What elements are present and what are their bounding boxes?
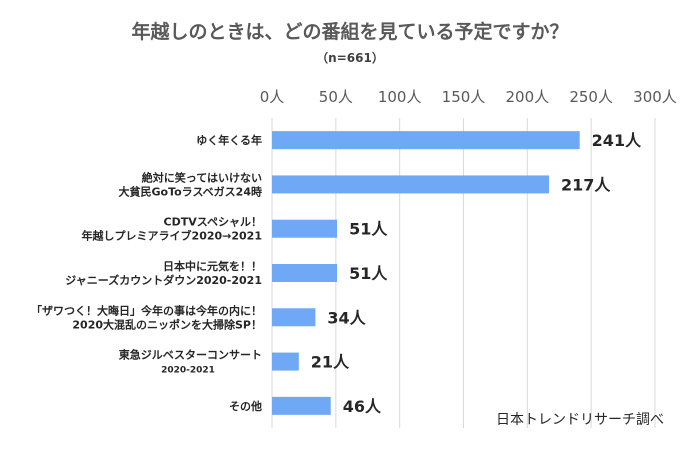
value-labels: 241人 217人 51人 51人 34人 21人 46人 <box>311 131 642 416</box>
category-label: 「ザワつく！大晦日」今年の事は今年の内に！ <box>31 303 262 317</box>
x-tick-label: 100人 <box>378 88 422 106</box>
chart-subtitle: （n=661） <box>316 50 384 65</box>
x-tick-label: 50人 <box>319 88 353 106</box>
x-axis-ticks: 0人 50人 100人 150人 200人 250人 300人 <box>260 88 677 106</box>
category-label: 2020-2021 <box>161 366 215 376</box>
category-label: 2020大混乱のニッポンを大掃除SP！ <box>72 317 262 331</box>
data-label: 51人 <box>349 264 388 283</box>
x-tick-label: 300人 <box>633 88 677 106</box>
data-label: 51人 <box>349 220 388 239</box>
bar <box>272 352 299 371</box>
bar <box>272 219 338 238</box>
bar <box>272 175 550 194</box>
data-label: 217人 <box>561 175 611 194</box>
bar <box>272 396 331 415</box>
category-label: 大貧民GoToラスベガス24時 <box>118 184 262 198</box>
category-label: CDTVスペシャル！ <box>164 216 262 229</box>
category-label: ゆく年くる年 <box>196 133 262 147</box>
category-label: 絶対に笑ってはいけない <box>142 170 262 184</box>
x-tick-label: 150人 <box>442 88 486 106</box>
data-label: 241人 <box>592 131 642 150</box>
bars <box>272 131 580 415</box>
grid-lines <box>271 118 656 428</box>
bar <box>272 308 316 327</box>
x-tick-label: 200人 <box>506 88 550 106</box>
category-label: 日本中に元気を！！ <box>163 259 262 273</box>
source-note: 日本トレンドリサーチ調べ <box>496 412 664 428</box>
data-label: 46人 <box>343 397 382 416</box>
category-label: 東急ジルベスターコンサート <box>119 348 262 362</box>
x-tick-label: 0人 <box>260 88 285 106</box>
x-tick-label: 250人 <box>569 88 613 106</box>
data-label: 34人 <box>327 308 366 327</box>
bar <box>272 264 338 282</box>
category-label: その他 <box>229 399 262 413</box>
category-label: 年越しプレミアライブ2020→2021 <box>82 229 262 243</box>
data-label: 21人 <box>311 353 350 372</box>
chart-title: 年越しのときは、どの番組を見ている予定ですか？ <box>131 20 568 43</box>
bar <box>272 131 580 150</box>
category-label: ジャニーズカウントダウン2020-2021 <box>65 273 262 287</box>
